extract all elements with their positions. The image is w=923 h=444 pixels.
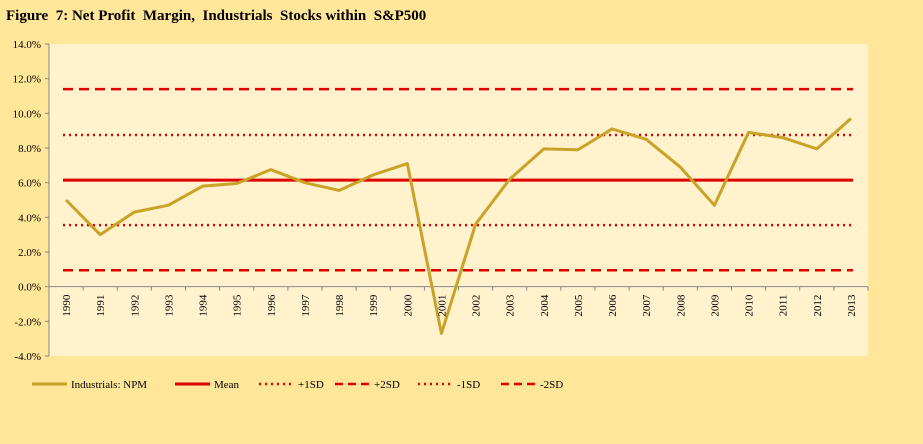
legend-label: +2SD	[374, 379, 400, 391]
y-axis-ticks: -4.0% -2.0% 0.0% 2.0% 4.0% 6.0% 8.0% 10.0% 12.0%…	[13, 39, 49, 363]
x-tick-label: 2004	[539, 294, 551, 317]
chart-title: Figure 7: Net Profit Margin, Industrials…	[6, 8, 427, 24]
x-tick-label: 1995	[232, 294, 244, 317]
x-tick-label: 2010	[744, 294, 756, 317]
x-tick-label: 1999	[368, 294, 380, 317]
reference-lines	[63, 87, 853, 272]
plot-area	[49, 44, 868, 356]
legend-label: Industrials: NPM	[71, 379, 147, 391]
legend-label: Mean	[214, 379, 240, 391]
npm-line	[64, 117, 852, 335]
x-tick-label: 1992	[129, 295, 141, 317]
x-tick-label: 1991	[95, 295, 107, 317]
y-tick-label: 8.0%	[18, 143, 41, 155]
x-tick-label: 2008	[675, 294, 687, 317]
y-tick-label: 14.0%	[13, 39, 41, 51]
x-tick-label: 2011	[778, 295, 790, 317]
x-tick-label: 1993	[163, 294, 175, 317]
y-tick-label: -2.0%	[14, 316, 41, 328]
x-tick-label: 2007	[641, 294, 653, 317]
y-tick-label: 2.0%	[18, 247, 41, 259]
y-tick-label: 10.0%	[13, 108, 41, 120]
x-axis-ticks: 1990 1991 1992 1993 1994 1995 1996 1997 1998 1999…	[48, 286, 869, 317]
x-tick-label: 1994	[198, 294, 210, 317]
x-tick-label: 1990	[61, 294, 73, 317]
x-tick-label: 2005	[573, 294, 585, 317]
y-tick-label: 0.0%	[18, 282, 41, 294]
y-tick-label: 12.0%	[13, 74, 41, 86]
x-tick-label: 1997	[300, 294, 312, 317]
x-tick-label: 1996	[266, 294, 278, 317]
y-tick-label: -4.0%	[14, 351, 41, 363]
y-tick-label: 4.0%	[18, 212, 41, 224]
x-tick-label: 2012	[812, 295, 824, 317]
x-tick-label: 2009	[709, 294, 721, 317]
x-tick-label: 2006	[607, 294, 619, 317]
legend: Industrials: NPM Mean +1SD +2SD -1SD -2SD	[32, 379, 563, 391]
x-tick-label: 1998	[334, 294, 346, 317]
y-tick-label: 6.0%	[18, 178, 41, 190]
legend-label: +1SD	[298, 379, 324, 391]
x-tick-label: 2000	[402, 294, 414, 317]
npm-series	[64, 117, 852, 335]
legend-label: -2SD	[540, 379, 563, 391]
x-tick-label: 2001	[436, 295, 448, 317]
x-tick-label: 2013	[846, 294, 858, 317]
legend-label: -1SD	[457, 379, 480, 391]
x-tick-label: 2002	[471, 295, 483, 317]
x-tick-label: 2003	[505, 294, 517, 317]
